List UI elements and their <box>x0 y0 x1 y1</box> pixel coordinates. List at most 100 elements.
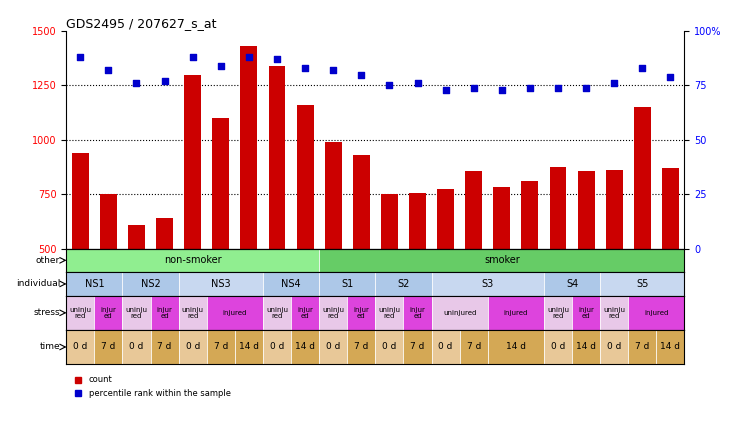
FancyBboxPatch shape <box>319 296 347 330</box>
FancyBboxPatch shape <box>375 330 403 364</box>
FancyBboxPatch shape <box>375 272 431 296</box>
Text: other: other <box>36 256 60 265</box>
FancyBboxPatch shape <box>291 296 319 330</box>
Text: S3: S3 <box>481 279 494 289</box>
Text: 0 d: 0 d <box>270 342 284 352</box>
Text: injured: injured <box>644 310 668 316</box>
Point <box>300 64 311 71</box>
Text: 7 d: 7 d <box>411 342 425 352</box>
FancyBboxPatch shape <box>403 296 431 330</box>
Text: 14 d: 14 d <box>506 342 526 352</box>
Bar <box>156 218 173 249</box>
FancyBboxPatch shape <box>460 330 488 364</box>
FancyBboxPatch shape <box>629 330 657 364</box>
FancyBboxPatch shape <box>235 330 263 364</box>
Text: 7 d: 7 d <box>635 342 649 352</box>
Bar <box>437 189 454 249</box>
Bar <box>381 194 398 249</box>
Text: NS4: NS4 <box>281 279 301 289</box>
Point <box>496 86 508 93</box>
Point <box>74 54 86 61</box>
FancyBboxPatch shape <box>179 330 207 364</box>
Text: injured: injured <box>503 310 528 316</box>
Point <box>411 80 423 87</box>
Bar <box>100 194 117 249</box>
FancyBboxPatch shape <box>431 330 460 364</box>
Point <box>215 62 227 69</box>
FancyBboxPatch shape <box>122 296 151 330</box>
Text: uninju
red: uninju red <box>266 306 288 319</box>
Bar <box>184 75 201 249</box>
Point <box>355 71 367 78</box>
Text: GDS2495 / 207627_s_at: GDS2495 / 207627_s_at <box>66 17 216 30</box>
FancyBboxPatch shape <box>94 296 122 330</box>
Point <box>102 67 114 74</box>
Bar <box>634 107 651 249</box>
Text: non-smoker: non-smoker <box>164 255 222 266</box>
Text: 7 d: 7 d <box>354 342 369 352</box>
FancyBboxPatch shape <box>291 330 319 364</box>
FancyBboxPatch shape <box>544 272 600 296</box>
Bar <box>353 155 369 249</box>
Point <box>552 84 564 91</box>
FancyBboxPatch shape <box>122 330 151 364</box>
Bar <box>269 66 286 249</box>
FancyBboxPatch shape <box>657 330 684 364</box>
Bar <box>297 105 314 249</box>
Bar <box>465 171 482 249</box>
Text: 14 d: 14 d <box>295 342 315 352</box>
FancyBboxPatch shape <box>151 296 179 330</box>
FancyBboxPatch shape <box>319 330 347 364</box>
Text: NS3: NS3 <box>211 279 230 289</box>
FancyBboxPatch shape <box>151 330 179 364</box>
Point <box>665 73 676 80</box>
FancyBboxPatch shape <box>66 330 94 364</box>
Text: 0 d: 0 d <box>607 342 621 352</box>
Bar <box>213 118 229 249</box>
Text: S4: S4 <box>566 279 578 289</box>
Text: 7 d: 7 d <box>102 342 116 352</box>
Text: injur
ed: injur ed <box>353 306 369 319</box>
Text: injur
ed: injur ed <box>409 306 425 319</box>
FancyBboxPatch shape <box>488 296 544 330</box>
FancyBboxPatch shape <box>375 296 403 330</box>
Text: NS1: NS1 <box>85 279 105 289</box>
Text: 0 d: 0 d <box>130 342 144 352</box>
Point <box>609 80 620 87</box>
Point <box>130 80 142 87</box>
Text: uninjured: uninjured <box>443 310 476 316</box>
FancyBboxPatch shape <box>207 296 263 330</box>
Point <box>524 84 536 91</box>
Bar <box>241 46 258 249</box>
Text: 0 d: 0 d <box>439 342 453 352</box>
Text: 0 d: 0 d <box>382 342 397 352</box>
FancyBboxPatch shape <box>319 272 375 296</box>
FancyBboxPatch shape <box>66 296 94 330</box>
Point <box>243 54 255 61</box>
Text: 14 d: 14 d <box>660 342 680 352</box>
Point <box>328 67 339 74</box>
FancyBboxPatch shape <box>544 330 572 364</box>
FancyBboxPatch shape <box>66 272 122 296</box>
Point <box>439 86 451 93</box>
Text: 0 d: 0 d <box>551 342 565 352</box>
Point <box>159 78 171 85</box>
FancyBboxPatch shape <box>66 249 319 272</box>
Bar <box>606 170 623 249</box>
Point <box>187 54 199 61</box>
Point <box>580 84 592 91</box>
FancyBboxPatch shape <box>403 330 431 364</box>
Bar <box>325 142 342 249</box>
FancyBboxPatch shape <box>94 330 122 364</box>
FancyBboxPatch shape <box>431 296 488 330</box>
Text: 14 d: 14 d <box>576 342 596 352</box>
FancyBboxPatch shape <box>179 272 263 296</box>
FancyBboxPatch shape <box>263 330 291 364</box>
FancyBboxPatch shape <box>572 330 600 364</box>
FancyBboxPatch shape <box>488 330 544 364</box>
Text: uninju
red: uninju red <box>322 306 344 319</box>
Text: uninju
red: uninju red <box>182 306 204 319</box>
Text: 0 d: 0 d <box>73 342 88 352</box>
Text: stress: stress <box>33 308 60 317</box>
FancyBboxPatch shape <box>122 272 179 296</box>
